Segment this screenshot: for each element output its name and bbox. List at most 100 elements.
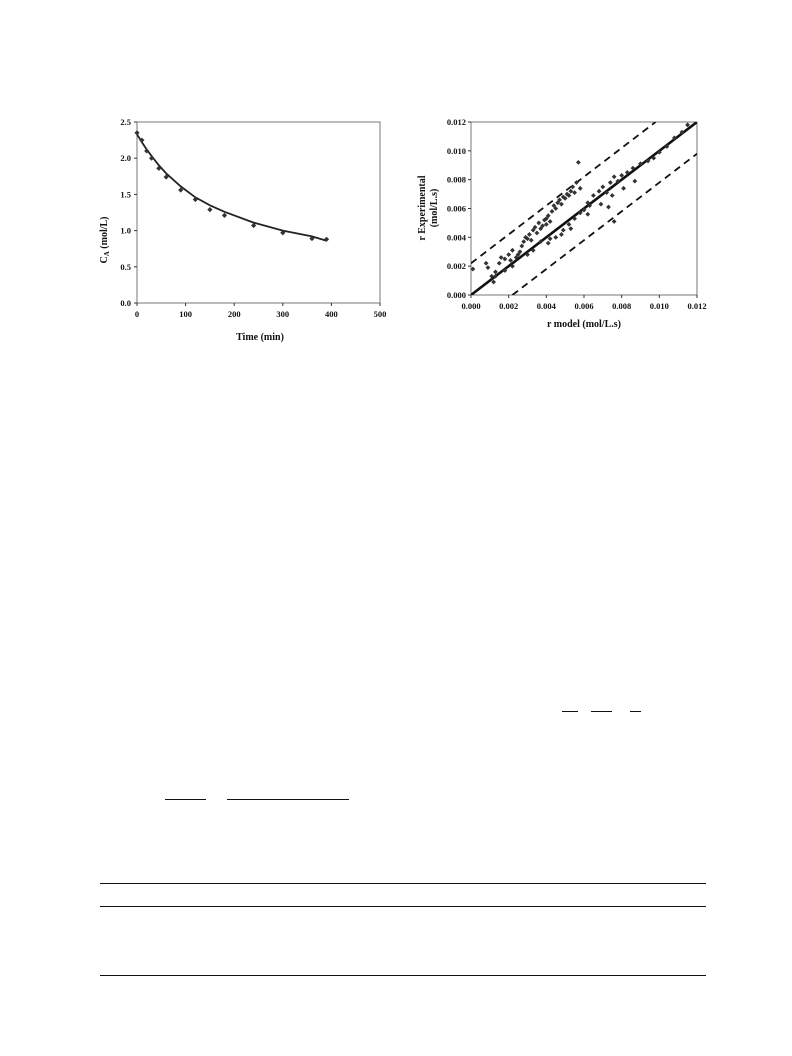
data-point — [570, 184, 576, 190]
data-point — [611, 219, 617, 224]
data-point — [604, 190, 609, 196]
data-point — [530, 247, 536, 253]
data-point — [581, 207, 587, 213]
data-point — [568, 226, 574, 232]
data-point — [498, 255, 504, 260]
data-point — [575, 159, 581, 165]
data-point — [485, 265, 491, 271]
x-tick-label: 400 — [325, 309, 338, 319]
data-point — [545, 240, 551, 246]
data-point — [607, 180, 613, 185]
data-point — [572, 190, 577, 196]
data-point — [596, 188, 602, 194]
plot-frame — [136, 121, 381, 304]
data-point — [515, 252, 521, 258]
data-point — [562, 196, 568, 201]
data-point — [280, 230, 286, 236]
data-point — [630, 165, 636, 171]
data-point — [517, 249, 523, 255]
data-point — [502, 268, 508, 273]
y-tick-label: 0.002 — [447, 261, 466, 271]
data-point — [553, 234, 559, 240]
data-point — [574, 180, 579, 185]
data-point — [632, 178, 638, 184]
y-axis-label-line2: (mol/L.s) — [429, 189, 440, 228]
data-point — [483, 260, 489, 266]
data-point — [139, 137, 145, 143]
data-point — [493, 273, 498, 279]
data-point — [577, 185, 583, 191]
data-point — [664, 144, 670, 149]
data-point — [679, 129, 685, 135]
x-tick-label: 0.002 — [499, 301, 518, 311]
data-point — [606, 204, 611, 210]
data-point — [651, 155, 657, 161]
x-tick-label: 0.012 — [687, 301, 706, 311]
data-point — [624, 170, 630, 175]
data-point — [534, 230, 540, 236]
data-point — [536, 220, 542, 226]
data-point — [543, 216, 549, 221]
equation-fraction-bar — [591, 711, 612, 712]
y-axis-label: r Experimental (mol/L.s) — [417, 175, 440, 240]
data-point — [148, 155, 155, 161]
y-tick-label: 0.010 — [447, 146, 466, 156]
data-point — [545, 213, 551, 219]
y-tick-label: 0.5 — [120, 262, 131, 272]
lower-bound-line — [511, 153, 697, 295]
y-axis-label-main: C — [99, 256, 110, 263]
equation-fraction-bar — [165, 799, 206, 800]
data-point — [251, 222, 257, 229]
y-axis-label-subscript: A — [103, 251, 111, 256]
data-point — [510, 263, 515, 269]
svg-text:CA (mol/L): CA (mol/L) — [99, 216, 111, 263]
data-point — [577, 210, 583, 216]
data-point — [192, 196, 198, 203]
x-tick-label: 0.006 — [574, 301, 593, 311]
data-point — [532, 224, 538, 230]
data-point — [566, 193, 572, 198]
y-tick-label: 1.5 — [120, 189, 131, 199]
data-point — [685, 122, 690, 128]
y-tick-label: 1.0 — [120, 226, 131, 236]
data-point — [621, 185, 626, 191]
data-point — [543, 221, 549, 227]
x-tick-label: 200 — [228, 309, 241, 319]
data-point — [619, 172, 625, 178]
parity-plot: r Experimental (mol/L.s) r model (mol/L.… — [417, 117, 707, 330]
x-tick-label: 0.004 — [537, 301, 557, 311]
parity-chart: r Experimental (mol/L.s) r model (mol/L.… — [412, 108, 712, 346]
x-tick-label: 300 — [276, 309, 289, 319]
data-point — [568, 188, 574, 194]
data-point — [547, 236, 553, 242]
x-tick-label: 0.010 — [650, 301, 669, 311]
concentration-time-plot: CA (mol/L) Time (min) 0.0 0.5 1.0 1.5 2.0 2.5… — [99, 117, 387, 343]
data-point — [144, 148, 150, 154]
data-point — [572, 216, 577, 221]
x-tick-label: 500 — [374, 309, 387, 319]
data-point — [221, 212, 228, 218]
data-point — [496, 260, 502, 266]
data-point — [493, 269, 498, 275]
data-point — [538, 239, 544, 245]
data-point — [506, 252, 512, 258]
data-point — [207, 207, 213, 213]
table-bottom-rule — [100, 975, 706, 976]
data-point — [598, 201, 604, 207]
equation-fraction-bar — [227, 799, 349, 800]
data-point — [557, 197, 562, 203]
data-point — [564, 191, 570, 197]
data-point — [672, 135, 677, 141]
data-point — [600, 184, 606, 190]
x-tick-label: 0 — [135, 309, 139, 319]
y-tick-label: 2.0 — [120, 153, 131, 163]
data-point — [560, 227, 566, 233]
data-point — [560, 194, 566, 200]
fit-curve — [136, 133, 327, 242]
data-point — [156, 165, 162, 171]
data-point — [178, 187, 184, 193]
data-point — [134, 130, 140, 136]
data-point — [510, 247, 515, 253]
table-header-rule — [100, 906, 706, 907]
data-point — [502, 256, 508, 262]
